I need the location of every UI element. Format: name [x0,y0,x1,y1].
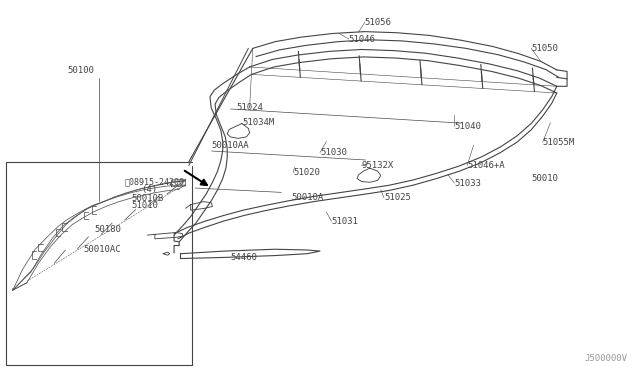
Text: (4): (4) [141,185,157,194]
Text: 51056: 51056 [365,18,392,27]
Text: 50010: 50010 [531,174,558,183]
Text: 51050: 51050 [531,44,558,53]
Text: 51024: 51024 [237,103,264,112]
Text: 51033: 51033 [454,179,481,187]
Text: 51034M: 51034M [242,118,274,126]
Text: J500000V: J500000V [584,354,627,363]
Text: 51010: 51010 [131,201,158,210]
Text: 51046: 51046 [349,35,376,44]
Text: 95132X: 95132X [362,161,394,170]
Text: 51055M: 51055M [543,138,575,147]
Text: 51030: 51030 [320,148,347,157]
Text: 51031: 51031 [332,217,358,226]
Text: 51025: 51025 [384,193,411,202]
Text: 50100: 50100 [67,66,94,75]
Text: 50010AA: 50010AA [211,141,249,150]
Text: 51046+A: 51046+A [467,161,505,170]
Text: 54460: 54460 [230,253,257,262]
Text: 51040: 51040 [454,122,481,131]
Text: 50010AC: 50010AC [83,246,121,254]
Text: Ⓦ08915-24200: Ⓦ08915-24200 [125,178,185,187]
Text: 51020: 51020 [293,169,320,177]
Text: 50010B: 50010B [131,194,163,203]
Text: 50180: 50180 [95,225,122,234]
Text: 50010A: 50010A [291,193,323,202]
